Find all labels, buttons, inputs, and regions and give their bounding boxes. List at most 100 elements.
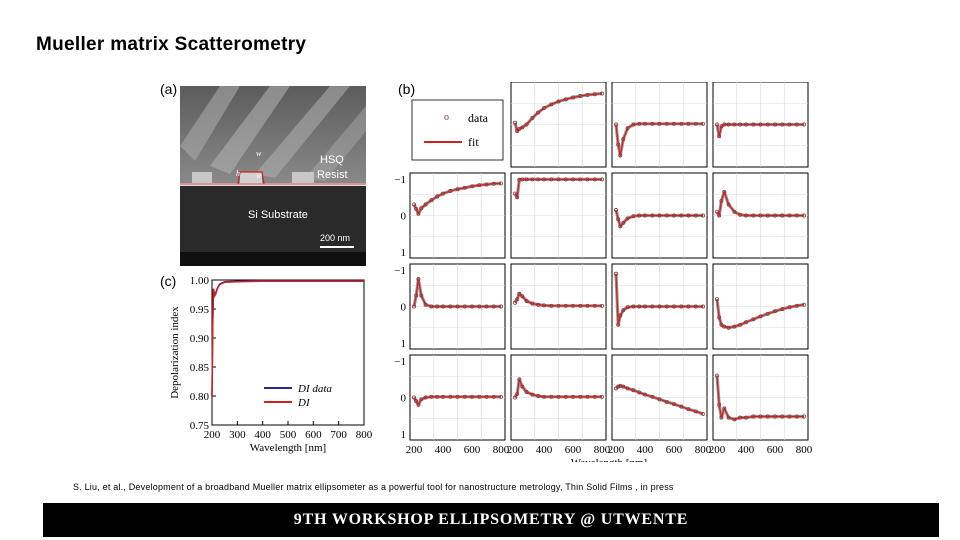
mm-data-point — [423, 202, 428, 207]
mm-data-point — [513, 300, 517, 305]
panel-b-letter: (b) — [398, 81, 416, 97]
mm-xtick-label: 800 — [493, 444, 510, 456]
plot-c-frame — [211, 279, 365, 426]
panel-c-letter: (c) — [160, 273, 177, 289]
sem-label-resist: Resist — [317, 169, 348, 181]
plot-c-xtick-label: 200 — [204, 429, 221, 441]
mm-data-point — [429, 198, 434, 203]
plot-c-ytick-label: 0.80 — [190, 391, 210, 403]
mm-data-point — [414, 399, 419, 404]
sem-dim-w2: w — [256, 171, 262, 180]
mm-data-point — [542, 106, 546, 111]
mm-legend-fit-label: fit — [468, 135, 479, 149]
plot-c-ytick-label: 1.00 — [190, 275, 210, 287]
mm-data-point — [524, 122, 529, 127]
sem-label-substrate: Si Substrate — [248, 209, 308, 221]
citation: S. Liu, et al., Development of a broadba… — [73, 482, 674, 492]
mm-xlabel: Wavelength [nm] — [571, 457, 647, 462]
mm-xtick-label: 400 — [435, 444, 452, 456]
mm-data-point — [419, 206, 424, 211]
plot-c-ytick-label: 0.85 — [190, 362, 210, 374]
mm-fit-line — [413, 278, 501, 308]
mm-xtick-label: 200 — [608, 444, 625, 456]
mm-fit-line — [615, 123, 703, 157]
mm-fit-line — [514, 178, 602, 198]
mm-fit-line — [514, 378, 602, 398]
mm-data-point — [416, 402, 421, 407]
mm-xtick-label: 600 — [565, 444, 582, 456]
mm-ytick-label: 0 — [401, 302, 407, 314]
plot-c-series-di-fit — [211, 280, 364, 397]
mm-ytick-label: 1 — [401, 247, 407, 259]
mm-data-point — [412, 395, 416, 400]
plot-c-ytick-label: 0.95 — [190, 304, 210, 316]
mm-legend: o data fit — [411, 99, 504, 161]
mm-data-point — [513, 191, 517, 196]
mm-legend-box — [411, 99, 504, 161]
mm-fit-line — [716, 191, 804, 217]
mm-data-point — [517, 126, 522, 131]
mm-data-point — [435, 194, 440, 199]
sem-image: HSQ Resist Si Substrate 200 nm w h w — [180, 86, 366, 266]
mm-xtick-label: 200 — [507, 444, 524, 456]
mm-data-point — [536, 110, 541, 115]
sem-label-scalebar: 200 nm — [320, 233, 350, 243]
mm-fit-line — [716, 375, 804, 421]
mm-data-point — [524, 390, 529, 394]
plot-c-xtick-label: 600 — [305, 429, 322, 441]
sem-label-hsq: HSQ — [320, 154, 344, 166]
plot-c-xtick-label: 800 — [356, 429, 373, 441]
mm-data-point — [621, 220, 626, 225]
panel-a-letter: (a) — [160, 81, 178, 97]
mm-data-point — [416, 211, 421, 216]
mm-xtick-label: 200 — [709, 444, 726, 456]
mm-xtick-label: 800 — [594, 444, 611, 456]
plot-c-legend-label: DI — [297, 397, 311, 409]
mm-fit-line — [716, 299, 805, 329]
mm-fit-line — [514, 92, 603, 132]
mm-fit-line — [615, 209, 703, 228]
mm-ytick-label: −1 — [394, 356, 406, 368]
mm-data-point — [621, 308, 626, 313]
plot-c-legend-label: DI data — [297, 383, 332, 395]
footer-text: 9TH WORKSHOP ELLIPSOMETRY @ UTWENTE — [293, 511, 689, 528]
mm-fit-line — [615, 273, 703, 326]
mm-fit-line — [514, 293, 602, 307]
plot-c-xtick-label: 700 — [330, 429, 347, 441]
plot-c-xlabel: Wavelength [nm] — [250, 442, 326, 454]
mm-xtick-label: 400 — [738, 444, 755, 456]
plot-c-ytick-label: 0.75 — [190, 420, 210, 432]
mm-xtick-label: 800 — [695, 444, 712, 456]
plot-c-ytick-label: 0.90 — [190, 333, 210, 345]
plot-c-ylabel: Depolarization index — [169, 306, 181, 399]
mm-fit-line — [413, 182, 502, 215]
plot-c-xtick-label: 400 — [254, 429, 271, 441]
mm-data-point — [520, 125, 525, 130]
mm-xtick-label: 400 — [637, 444, 654, 456]
mm-xtick-label: 400 — [536, 444, 553, 456]
slide-title: Mueller matrix Scatterometry — [36, 34, 307, 55]
mm-data-point — [414, 206, 419, 211]
mm-data-point — [530, 115, 535, 120]
mm-ytick-label: −1 — [394, 174, 406, 186]
mm-data-point — [715, 209, 719, 214]
mm-data-point — [513, 395, 517, 400]
footer-bar: 9TH WORKSHOP ELLIPSOMETRY @ UTWENTE — [43, 503, 939, 537]
mm-data-point — [524, 299, 529, 303]
mm-legend-marker: o — [444, 112, 449, 123]
mm-data-point — [520, 294, 525, 299]
mm-data-point — [732, 209, 737, 214]
mm-xtick-label: 200 — [406, 444, 423, 456]
mm-fit-line — [615, 385, 704, 415]
plot-c-xtick-label: 300 — [229, 429, 246, 441]
mm-ytick-label: 1 — [401, 338, 407, 350]
mm-ytick-label: 1 — [401, 429, 407, 441]
mm-data-point — [412, 202, 416, 207]
mm-xtick-label: 600 — [464, 444, 481, 456]
mm-fit-line — [716, 123, 804, 137]
mm-ytick-label: 0 — [401, 393, 407, 405]
mm-fit-line — [413, 396, 501, 406]
plot-c-xtick-label: 500 — [280, 429, 297, 441]
sem-dim-w1: w — [256, 149, 262, 158]
mm-legend-data-label: data — [468, 111, 489, 125]
